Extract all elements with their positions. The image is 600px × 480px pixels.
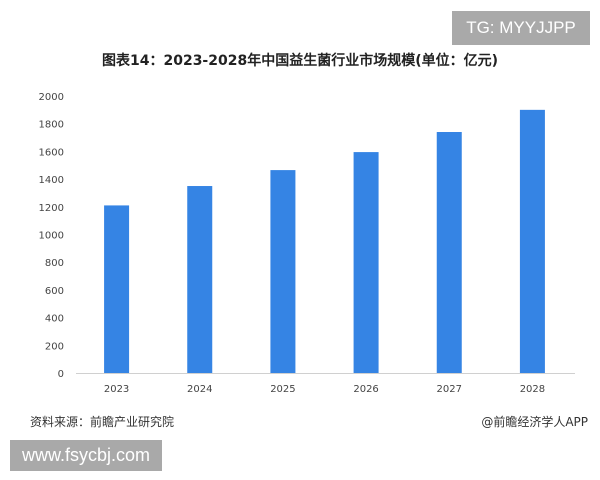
credit-note: @前瞻经济学人APP (481, 415, 588, 429)
y-tick-label: 1200 (39, 203, 64, 214)
x-tick-label: 2024 (187, 384, 212, 395)
bar-2025 (270, 170, 296, 373)
y-tick-label: 200 (45, 341, 64, 352)
y-tick-label: 800 (45, 258, 64, 269)
x-tick-label: 2023 (104, 384, 129, 395)
y-tick-label: 1800 (39, 120, 64, 131)
y-tick-label: 0 (58, 369, 64, 380)
x-tick-label: 2028 (520, 384, 545, 395)
tg-watermark: TG: MYYJJPP (452, 11, 590, 45)
y-tick-label: 1400 (39, 175, 64, 186)
bar-2026 (353, 152, 379, 373)
chart-title: 图表14：2023-2028年中国益生菌行业市场规模(单位：亿元) (101, 53, 499, 69)
x-tick-label: 2027 (437, 384, 462, 395)
y-tick-label: 600 (45, 286, 64, 297)
y-tick-label: 1600 (39, 147, 64, 158)
y-tick-label: 2000 (39, 92, 64, 103)
bar-2023 (104, 205, 130, 373)
y-tick-label: 1000 (39, 231, 64, 242)
x-tick-label: 2026 (353, 384, 378, 395)
bar-2027 (436, 132, 462, 373)
bar-2024 (187, 186, 213, 373)
x-tick-label: 2025 (270, 384, 295, 395)
source-note: 资料来源：前瞻产业研究院 (30, 415, 175, 429)
site-watermark: www.fsycbj.com (10, 440, 162, 471)
bar-2028 (519, 109, 545, 373)
y-tick-label: 400 (45, 314, 64, 325)
